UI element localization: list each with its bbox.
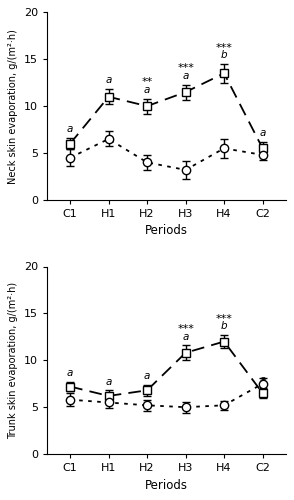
X-axis label: Periods: Periods bbox=[145, 224, 188, 237]
Y-axis label: Neck skin evaporation, g/(m²·h): Neck skin evaporation, g/(m²·h) bbox=[8, 28, 18, 184]
X-axis label: Periods: Periods bbox=[145, 478, 188, 492]
Text: ***: *** bbox=[216, 42, 233, 52]
Text: a: a bbox=[106, 76, 112, 86]
Text: a: a bbox=[182, 332, 189, 342]
Text: a: a bbox=[144, 85, 150, 95]
Text: a: a bbox=[259, 128, 266, 138]
Text: b: b bbox=[221, 50, 227, 60]
Text: **: ** bbox=[141, 78, 153, 88]
Text: ***: *** bbox=[177, 64, 194, 74]
Text: a: a bbox=[182, 71, 189, 81]
Text: a: a bbox=[106, 376, 112, 386]
Text: a: a bbox=[144, 371, 150, 381]
Text: ***: *** bbox=[177, 324, 194, 334]
Text: b: b bbox=[221, 321, 227, 331]
Text: ***: *** bbox=[216, 314, 233, 324]
Y-axis label: Trunk skin evaporation, g/(m²·h): Trunk skin evaporation, g/(m²·h) bbox=[8, 282, 18, 439]
Text: a: a bbox=[67, 368, 73, 378]
Text: a: a bbox=[259, 374, 266, 384]
Text: a: a bbox=[67, 124, 73, 134]
